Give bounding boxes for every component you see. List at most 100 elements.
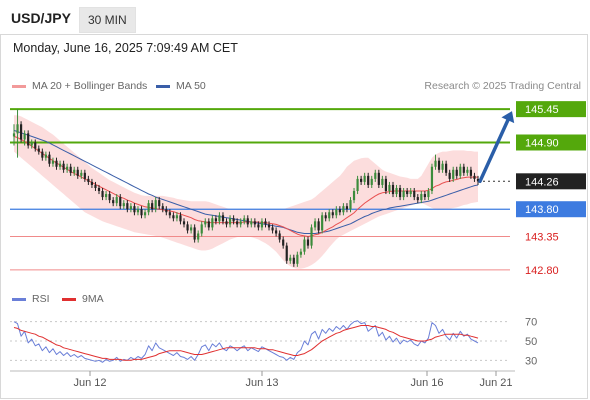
candle	[452, 169, 455, 179]
candle	[83, 172, 86, 179]
candle	[58, 163, 62, 167]
candle	[165, 209, 168, 213]
candle	[218, 215, 221, 222]
candle	[278, 233, 281, 240]
candle	[441, 163, 444, 170]
candle	[437, 160, 441, 170]
candle	[406, 191, 409, 195]
candle	[69, 166, 72, 173]
candle	[377, 172, 380, 185]
candle	[462, 166, 465, 173]
time-axis-label: Jun 13	[245, 377, 278, 389]
forecast-arrow-head	[501, 111, 515, 124]
candle	[363, 175, 366, 182]
bollinger-band	[14, 115, 478, 269]
candle	[140, 209, 143, 216]
candle	[430, 166, 434, 192]
candle	[48, 154, 51, 164]
candle	[62, 163, 65, 170]
ma20-swatch	[12, 84, 26, 88]
candle	[37, 148, 40, 152]
candle	[257, 224, 260, 228]
levels-layer	[10, 108, 510, 271]
candle	[232, 218, 235, 222]
candle	[76, 169, 79, 176]
candle	[246, 218, 249, 225]
candle	[104, 194, 108, 198]
candle	[147, 203, 150, 213]
candle	[182, 221, 186, 225]
candle	[352, 191, 356, 201]
candle	[175, 215, 179, 219]
candle	[87, 178, 90, 182]
candle	[292, 257, 295, 264]
candle	[416, 197, 419, 201]
timeframe-badge[interactable]: 30 MIN	[79, 7, 136, 33]
candle	[129, 206, 132, 210]
candle	[73, 169, 76, 173]
candle	[275, 230, 278, 234]
level-label: 144.90	[525, 137, 559, 149]
level-label-box	[516, 173, 586, 190]
candle	[27, 133, 30, 146]
time-axis-label: Jun 12	[73, 377, 106, 389]
candle	[190, 227, 193, 231]
candle	[225, 221, 228, 225]
ma20-label: MA 20 + Bollinger Bands	[32, 80, 148, 92]
candle	[243, 218, 246, 222]
candle	[299, 251, 302, 255]
candle	[115, 197, 118, 204]
candle	[413, 191, 416, 198]
candle	[423, 194, 426, 198]
candle	[448, 172, 451, 179]
candle	[44, 154, 47, 158]
candle	[51, 160, 55, 164]
time-axis-layer: Jun 12 Jun 13 Jun 16 Jun 21	[10, 370, 515, 389]
candle	[197, 233, 200, 240]
candle	[317, 221, 320, 231]
candle	[296, 254, 299, 264]
candle	[179, 215, 182, 222]
candle	[342, 206, 345, 213]
candle	[41, 151, 44, 158]
candle	[101, 191, 104, 198]
candle	[55, 160, 58, 167]
time-axis-label: Jun 16	[410, 377, 443, 389]
candle	[108, 194, 111, 201]
candle	[473, 175, 476, 179]
candle	[214, 218, 217, 222]
candle	[469, 169, 473, 176]
candle	[409, 191, 412, 195]
level-label: 143.35	[525, 232, 559, 244]
candle	[136, 209, 140, 213]
legend-ma20: MA 20 + Bollinger Bands	[12, 80, 147, 92]
time-axis-label: Jun 21	[479, 377, 512, 389]
candle	[34, 142, 37, 149]
ma50-swatch	[156, 84, 170, 88]
candle	[122, 203, 125, 207]
candle	[370, 178, 373, 185]
chart-header: USD/JPY 30 MIN	[0, 0, 590, 34]
level-label: 145.45	[525, 104, 559, 116]
bollinger-band-layer	[14, 115, 478, 269]
candle	[94, 184, 97, 188]
candle	[80, 172, 83, 176]
rsi-tick-label: 50	[525, 336, 537, 348]
candle	[360, 178, 363, 182]
candle	[119, 197, 122, 207]
candle	[158, 200, 161, 207]
rsi-ma-line	[13, 325, 479, 361]
candle	[455, 169, 458, 176]
candle	[434, 160, 437, 167]
candle	[321, 215, 324, 231]
candle	[367, 175, 370, 185]
candle	[260, 221, 264, 228]
level-label-box	[516, 134, 586, 151]
chart-panel	[0, 34, 588, 399]
candle	[395, 187, 398, 195]
candle	[126, 203, 129, 210]
candle	[466, 169, 469, 173]
candle	[335, 209, 338, 216]
rsi-tick-label: 70	[525, 317, 537, 329]
